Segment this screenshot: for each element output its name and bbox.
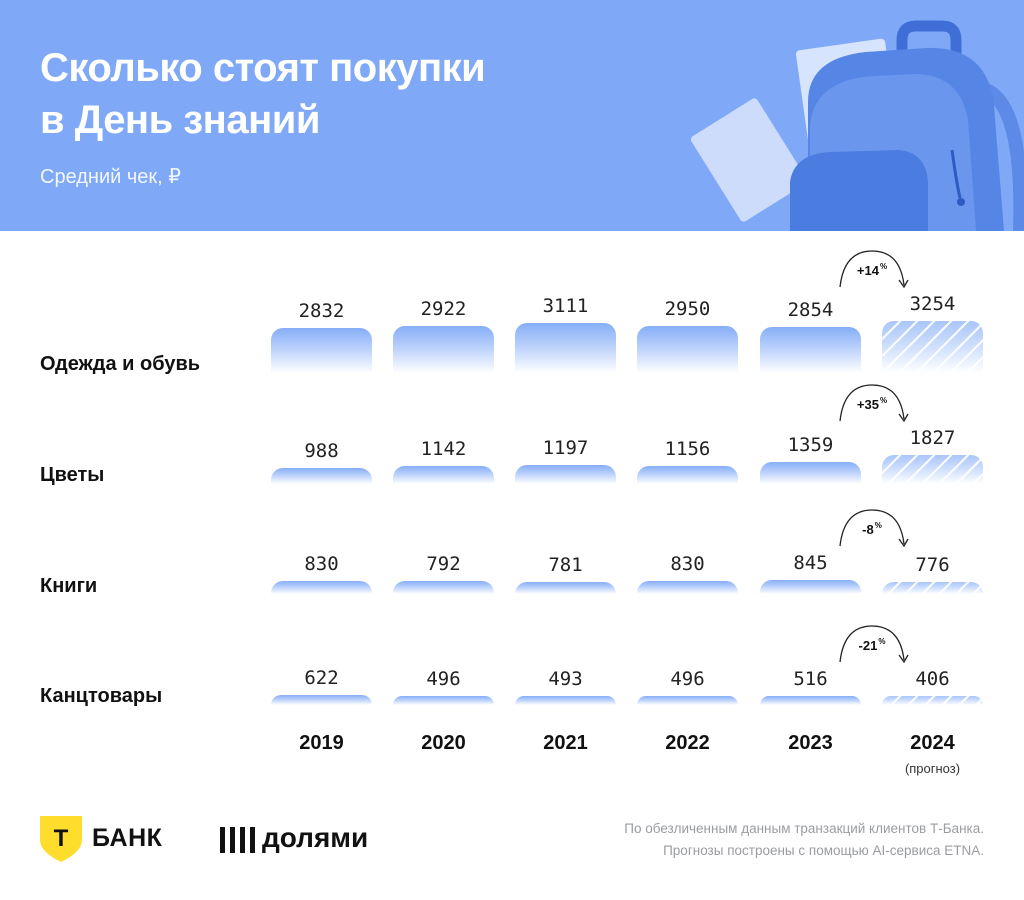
bar <box>637 326 738 373</box>
bar <box>882 321 983 373</box>
data-label: 1142 <box>420 438 467 460</box>
change-arrow-icon <box>839 509 909 548</box>
dolyami-logo-icon <box>220 827 255 853</box>
change-value: -21 <box>858 638 878 653</box>
data-label: 496 <box>426 668 461 690</box>
data-label: 3254 <box>909 293 956 315</box>
bar <box>271 468 372 484</box>
data-label: 622 <box>304 667 339 689</box>
bar <box>637 696 738 705</box>
change-arrow-icon <box>839 384 909 423</box>
footnote-line: Прогнозы построены с помощью AI-сервиса … <box>663 843 984 858</box>
bar <box>637 466 738 484</box>
header-banner: Сколько стоят покупки в День знаний Сред… <box>0 0 1024 231</box>
data-label: 988 <box>304 440 339 462</box>
change-unit: % <box>874 521 882 530</box>
backpack-icon <box>690 20 1024 231</box>
x-tick-label: 2023 <box>788 732 833 754</box>
page-title: Сколько стоят покупки в День знаний <box>40 46 486 142</box>
change-label: +14% <box>842 262 902 278</box>
bar <box>760 327 861 373</box>
x-tick-label: 2021 <box>543 732 588 754</box>
data-label: 516 <box>793 668 828 690</box>
bar <box>393 326 494 373</box>
footnote-line: По обезличенным данным транзакций клиент… <box>624 821 984 836</box>
bar <box>515 696 616 705</box>
bar <box>882 455 983 484</box>
bar <box>393 581 494 594</box>
dolyami-logo-text: долями <box>262 822 369 853</box>
bar <box>760 696 861 705</box>
bar <box>271 328 372 373</box>
bar <box>882 582 983 594</box>
category-label: Канцтовары <box>40 685 163 707</box>
x-tick-label: 2024 <box>910 732 955 754</box>
change-unit: % <box>879 262 888 271</box>
data-label: 2832 <box>298 300 345 322</box>
data-label: 2922 <box>420 298 467 320</box>
bar <box>515 465 616 484</box>
change-arrow-icon <box>839 625 909 664</box>
bar <box>515 582 616 594</box>
x-tick-label: 2020 <box>421 732 466 754</box>
bar <box>393 466 494 484</box>
change-unit: % <box>879 396 888 405</box>
data-label: 776 <box>915 554 950 576</box>
change-value: -8 <box>862 522 874 537</box>
bar <box>882 696 983 705</box>
change-unit: % <box>878 637 886 646</box>
data-label: 781 <box>548 554 583 576</box>
tbank-logo-text: БАНК <box>92 824 163 852</box>
data-label: 2854 <box>787 299 834 321</box>
bar <box>515 323 616 373</box>
change-arrow-icon <box>839 250 909 289</box>
data-label: 1827 <box>909 427 956 449</box>
category-label: Книги <box>40 575 98 597</box>
data-label: 1359 <box>787 434 834 456</box>
bar <box>637 581 738 594</box>
data-label: 406 <box>915 668 950 690</box>
data-label: 1156 <box>664 438 711 460</box>
data-label: 845 <box>793 552 828 574</box>
change-label: +35% <box>842 396 902 412</box>
x-tick-label: 2019 <box>299 732 344 754</box>
bar <box>760 462 861 484</box>
forecast-note: (прогноз) <box>904 761 961 776</box>
change-label: -8% <box>842 521 902 537</box>
x-tick-label: 2022 <box>665 732 710 754</box>
change-label: -21% <box>842 637 902 653</box>
category-label: Одежда и обувь <box>40 353 201 375</box>
data-label: 2950 <box>664 298 711 320</box>
data-label: 792 <box>426 553 461 575</box>
bar <box>271 695 372 705</box>
data-label: 3111 <box>542 295 589 317</box>
bar <box>271 581 372 594</box>
category-label: Цветы <box>40 464 105 486</box>
tbank-logo-icon: Т <box>40 816 82 862</box>
data-label: 493 <box>548 668 583 690</box>
change-value: +14 <box>856 263 879 278</box>
chart-subtitle: Средний чек, ₽ <box>40 166 181 188</box>
data-label: 496 <box>670 668 705 690</box>
data-label: 1197 <box>542 437 589 459</box>
footnote: По обезличенным данным транзакций клиент… <box>624 818 984 862</box>
data-label: 830 <box>304 553 339 575</box>
bar <box>760 580 861 594</box>
change-value: +35 <box>856 397 879 412</box>
data-label: 830 <box>670 553 705 575</box>
svg-text:Т: Т <box>54 825 69 852</box>
bar <box>393 696 494 705</box>
